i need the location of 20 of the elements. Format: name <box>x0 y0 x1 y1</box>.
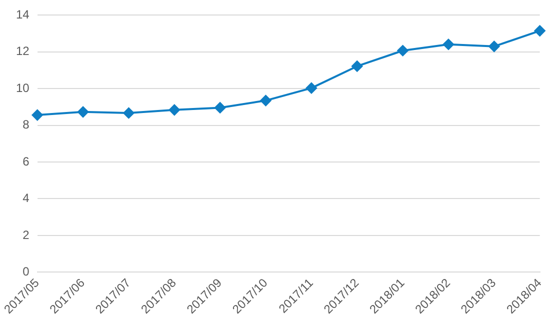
point <box>123 108 134 119</box>
y-tick-label: 4 <box>22 191 30 206</box>
point <box>306 82 317 94</box>
point <box>352 60 363 72</box>
y-tick-label: 12 <box>16 44 30 58</box>
y-tick-label: 6 <box>22 154 30 168</box>
point <box>168 104 180 116</box>
point <box>488 40 500 52</box>
y-tick-label: 8 <box>22 118 30 132</box>
y-tick-label: 14 <box>16 8 30 22</box>
point <box>214 102 226 114</box>
y-tick-label: 0 <box>22 264 30 278</box>
point <box>32 110 43 121</box>
y-tick-label: 2 <box>22 228 30 242</box>
point <box>260 95 272 106</box>
point <box>397 45 408 56</box>
point <box>442 38 454 50</box>
point <box>534 25 546 36</box>
y-tick-label: 10 <box>16 80 30 95</box>
point <box>78 106 89 118</box>
